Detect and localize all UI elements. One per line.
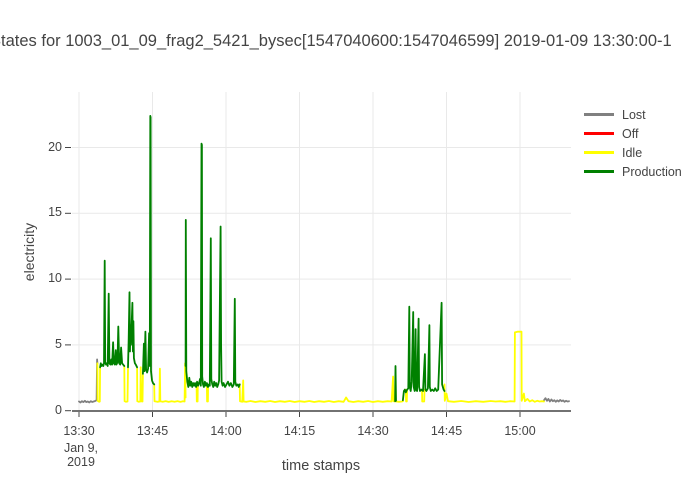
series-line-production — [127, 291, 139, 369]
x-tick-labels: 13:30 13:45 14:00 14:15 14:30 14:45 15:00 — [0, 424, 700, 440]
series-line-idle — [96, 362, 101, 403]
y-tick-label: 15 — [48, 205, 62, 220]
series-line-production — [401, 301, 446, 402]
chart-title: States for 1003_01_09_frag2_5421_bysec[1… — [0, 32, 672, 50]
legend: Lost Off Idle Production — [584, 105, 682, 181]
legend-line-sample — [584, 113, 614, 116]
series-line-lost — [543, 397, 570, 403]
x-tick-label: 14:00 — [210, 424, 242, 438]
series-line-idle — [404, 388, 409, 403]
y-tick-label: 10 — [48, 271, 62, 286]
series-line-idle — [153, 362, 187, 403]
series-line-idle — [238, 375, 397, 403]
legend-item-idle[interactable]: Idle — [584, 143, 682, 162]
series-line-production — [184, 142, 241, 388]
series-line-idle — [205, 384, 210, 403]
x-tick-label: 14:15 — [283, 424, 316, 438]
y-tick-label: 5 — [55, 336, 62, 351]
x-tick-label: 15:00 — [504, 424, 536, 438]
legend-label: Off — [622, 126, 639, 141]
series-line-idle — [421, 388, 426, 403]
series-line-idle — [195, 384, 199, 403]
legend-line-sample — [584, 151, 614, 154]
series-line-idle — [123, 365, 129, 403]
x-tick-label: 13:30 — [63, 424, 95, 438]
legend-label: Idle — [622, 145, 643, 160]
series-line-lost — [78, 358, 99, 404]
series-line-idle — [443, 330, 545, 403]
axes — [65, 147, 571, 417]
legend-label: Production — [622, 164, 682, 179]
gridlines — [72, 92, 571, 411]
y-tick-labels: 0 5 10 15 20 — [30, 0, 62, 500]
series-line-production — [99, 259, 126, 369]
series-line-production — [394, 365, 397, 403]
date-label: Jan 9, 2019 — [63, 441, 99, 469]
x-tick-label: 13:45 — [136, 424, 169, 438]
y-tick-label: 20 — [48, 139, 62, 154]
x-tick-label: 14:45 — [430, 424, 463, 438]
legend-label: Lost — [622, 107, 646, 122]
series-line-idle — [136, 366, 144, 403]
series-line-idle — [395, 400, 404, 403]
plot-area[interactable] — [72, 92, 571, 411]
series-line-production — [141, 115, 156, 386]
legend-item-off[interactable]: Off — [584, 124, 682, 143]
legend-item-lost[interactable]: Lost — [584, 105, 682, 124]
data-series — [78, 115, 570, 404]
legend-item-production[interactable]: Production — [584, 162, 682, 181]
x-axis-title: time stamps — [281, 458, 361, 474]
legend-line-sample — [584, 170, 614, 173]
legend-line-sample — [584, 132, 614, 135]
y-tick-label: 0 — [55, 402, 62, 417]
x-tick-label: 14:30 — [357, 424, 389, 438]
